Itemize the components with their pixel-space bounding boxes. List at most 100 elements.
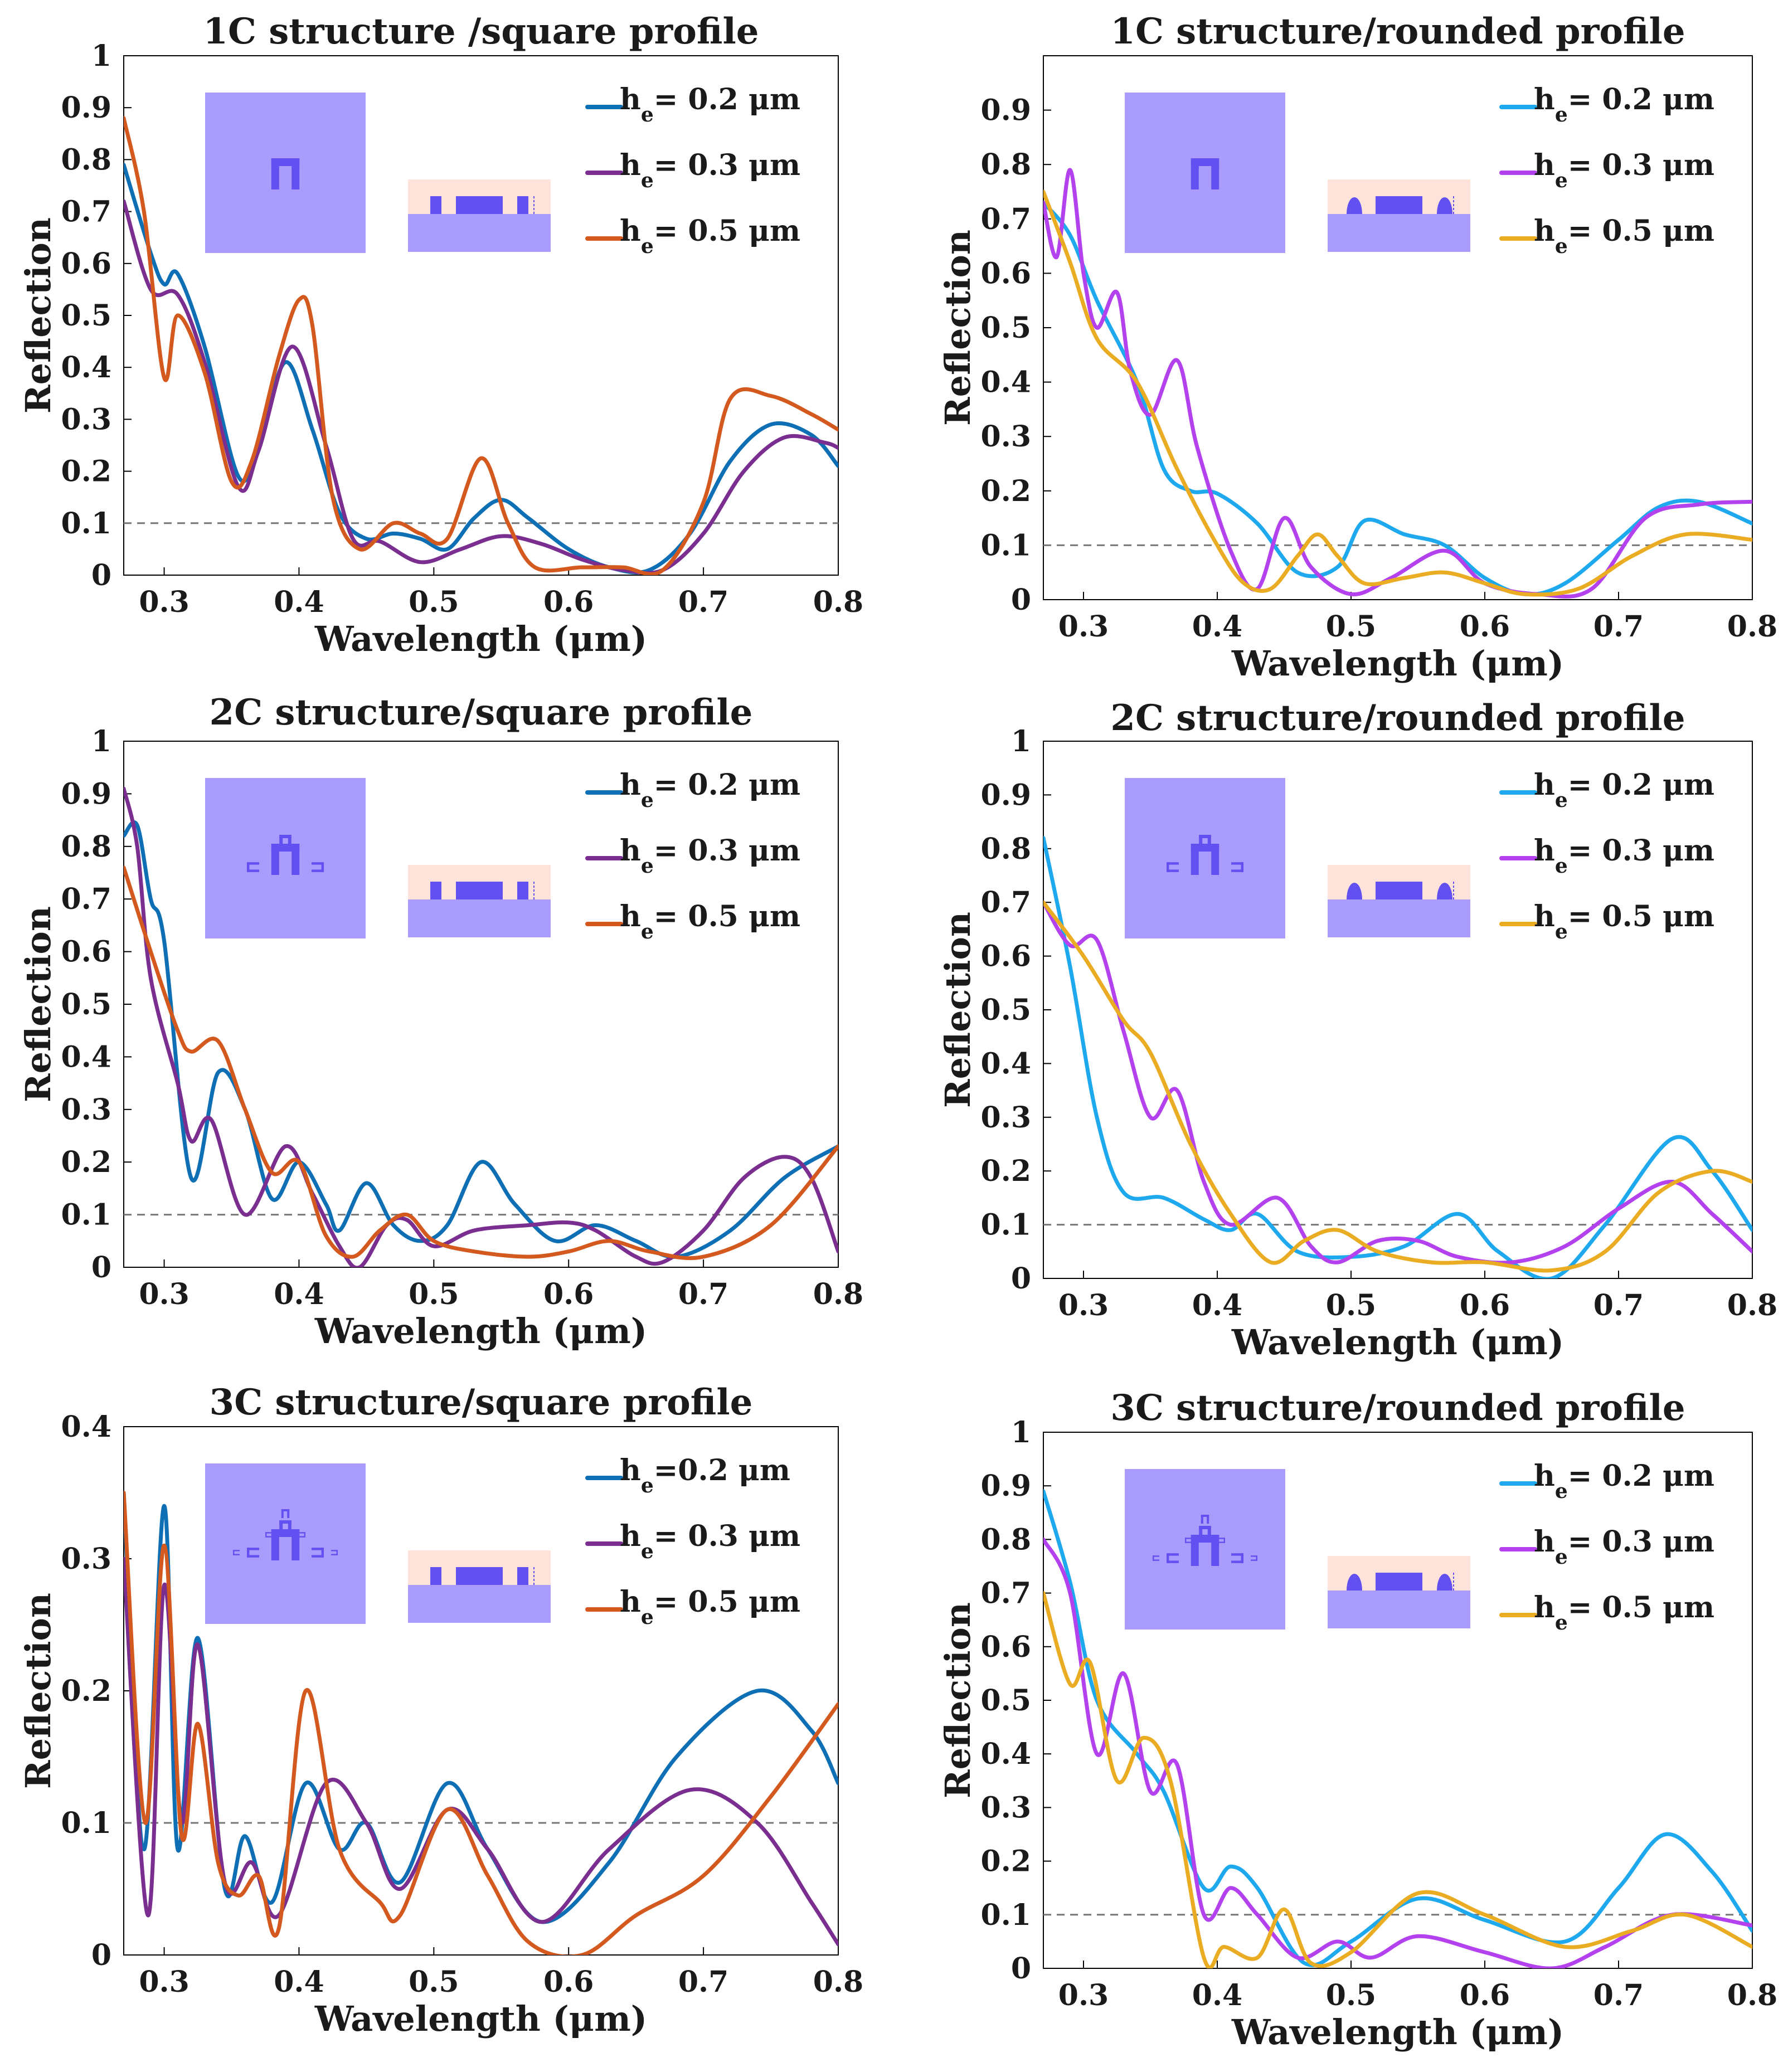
chart-panel-6: 3C structure/rounded profile 0.3 0.4 0.5 0.6… [937,1387,1777,2052]
x-tick-label: 0.4 [1192,1288,1242,1322]
y-tick-label: 0.7 [61,195,111,229]
y-tick-label: 0.9 [981,778,1031,812]
inset-top-view [205,93,366,253]
pattern-bracket-far-right-a [1251,1555,1257,1557]
y-tick-label: 0.2 [61,455,111,489]
x-tick-label: 0.3 [1058,610,1109,644]
pattern-pi-main-right-leg [291,158,300,189]
legend-symbol: h [1534,1459,1555,1493]
legend-symbol: h [620,214,641,248]
legend-label: = 0.3 μm [1568,1525,1714,1559]
x-tick-label: 0.4 [1192,610,1242,644]
legend-symbol: h [1534,768,1555,802]
pattern-bracket-tl [265,1532,272,1538]
pattern-bracket-right-b [312,1555,324,1558]
y-tick-label: 0 [91,1251,111,1285]
pattern-bracket-tl-b [265,1536,272,1538]
y-tick-label: 0.2 [981,1154,1031,1188]
y-tick-label: 0.8 [981,148,1031,182]
y-tick-label: 0 [91,1938,111,1972]
cross-section-center-block [1376,1573,1422,1591]
pattern-pi-main-left-leg [1191,1535,1199,1566]
pattern-bracket-tr-b [1218,1541,1225,1543]
x-tick-label: 0.5 [1326,1978,1376,2012]
cross-section-substrate [1328,899,1470,937]
series-line-3 [1043,189,1752,597]
y-tick-label: 0.6 [61,247,111,281]
legend-symbol: h [620,148,641,182]
y-tick-label: 0.4 [61,351,111,385]
pattern-pi-top-right-leg [288,1520,291,1534]
y-tick-label: 0.4 [981,366,1031,400]
x-tick-label: 0.5 [1326,1288,1376,1322]
y-tick-label: 0.7 [981,886,1031,920]
pattern-bracket-tr [1218,1538,1225,1543]
pattern-pi-top-left-leg [279,1520,283,1534]
pattern-pi-main-left-leg [271,1529,279,1560]
pattern-pi-main [1191,1535,1219,1566]
x-tick-label: 0.6 [1460,1978,1510,2012]
legend-subscript: e [641,1540,654,1563]
inset-cross-section [408,865,551,937]
legend-label: = 0.3 μm [654,148,800,182]
x-axis-label: Wavelength (μm) [314,1311,647,1351]
series-line-3 [124,1491,838,1955]
y-tick-label: 0 [1011,583,1031,617]
y-axis-label: Reflection [18,1593,59,1789]
pattern-bracket-far-right-c [336,1550,338,1555]
y-tick-label: 0.1 [61,1198,111,1232]
x-tick-label: 0.3 [139,1277,189,1311]
inset-unit-cell [205,1463,366,1624]
pattern-pi-top [279,835,291,848]
pattern-bracket-tr-c [304,1532,305,1538]
cross-section-rounded-right [1437,197,1452,214]
pattern-pi-top-top [1199,1526,1211,1529]
chart-title: 3C structure/square profile [210,1382,753,1423]
pattern-pi-main [1191,158,1219,189]
pattern-bracket-far-left-b [1153,1559,1159,1561]
pattern-bracket-right-c [321,1548,324,1558]
y-tick-label: 1 [91,724,111,758]
pattern-bracket-tr [299,1532,305,1538]
legend-label: = 0.5 μm [1568,1591,1714,1624]
cross-section-square-right [517,196,528,214]
y-tick-label: 0.2 [61,1674,111,1708]
x-tick-label: 0.4 [274,1965,324,1999]
y-tick-label: 0.9 [61,777,111,811]
pattern-bracket-far-right-b [1251,1559,1257,1561]
legend-symbol: h [1534,214,1555,248]
legend-label: = 0.2 μm [1568,82,1714,116]
y-tick-label: 0 [91,558,111,592]
legend-label: = 0.5 μm [654,214,800,248]
pattern-bracket-tl-a [1185,1538,1192,1539]
y-tick-label: 0.6 [981,256,1031,290]
legend-entry: he= 0.2 μm [1534,768,1714,812]
y-tick-label: 0.7 [61,882,111,916]
pattern-bracket-far-left-a [1153,1555,1159,1557]
pattern-pi-main [271,158,300,189]
legend-subscript: e [641,789,654,812]
inset-top-view [205,778,366,938]
legend-entry: he= 0.2 μm [620,82,800,127]
legend-subscript: e [1555,920,1568,943]
cross-section-square-left [430,196,441,214]
x-tick-label: 0.5 [1326,610,1376,644]
pattern-pi-top-right-leg [1207,1526,1211,1539]
chart-title: 3C structure/rounded profile [1110,1387,1685,1429]
pattern-pi-top-small [1201,1515,1209,1524]
pattern-bracket-far-right-c [1256,1555,1257,1561]
x-axis-label: Wavelength (μm) [314,1998,647,2039]
x-tick-label: 0.7 [1593,1288,1644,1322]
chart-panel-2: 1C structure/rounded profile 0.3 0.4 0.5 0.6… [937,11,1777,684]
legend-label: = 0.3 μm [1568,148,1714,182]
y-tick-label: 0.9 [981,94,1031,128]
y-tick-label: 1 [1011,1416,1031,1450]
legend-label: = 0.2 μm [1568,1459,1714,1493]
pattern-bracket-left-c [247,1548,250,1558]
legend-subscript: e [1555,1480,1568,1503]
series-line-2 [1043,1537,1752,1968]
y-tick-label: 0.6 [981,1630,1031,1664]
pattern-pi-top-top [1199,835,1211,838]
legend-symbol: h [620,899,641,933]
